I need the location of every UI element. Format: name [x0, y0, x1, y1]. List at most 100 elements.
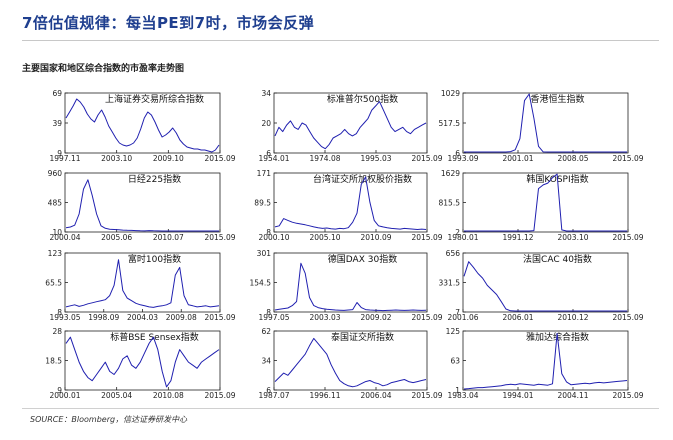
series-line [65, 98, 220, 153]
y-tick-label: 34 [261, 89, 271, 98]
chart-panel-9: 法国CAC 40指数 7 331.5 656 2001.06 2006.01 2010.12… [439, 249, 644, 322]
chart-title: 台湾证交所加权股价指数 [313, 173, 412, 185]
series-line [274, 262, 427, 312]
source-note: SOURCE：Bloomberg，信达证券研发中心 [30, 415, 188, 424]
x-tick-label: 1994.01 [502, 391, 533, 400]
y-tick-label: 9 [57, 149, 62, 158]
x-tick-label: 2001.06 [447, 313, 478, 322]
x-tick-label: 1991.12 [502, 233, 533, 242]
y-tick-label: 6 [266, 149, 271, 158]
x-tick-label: 1980.01 [447, 233, 478, 242]
series-line [274, 337, 427, 388]
y-tick-label: 18.5 [45, 357, 62, 366]
y-tick-label: 20 [261, 119, 271, 128]
x-tick-label: 2000.04 [49, 233, 80, 242]
x-tick-label: 2015.09 [204, 233, 235, 242]
chart-title: 日经225指数 [128, 173, 181, 185]
x-tick-label: 2000.01 [49, 391, 80, 400]
x-tick-label: 2009.02 [360, 313, 391, 322]
page-title: 7倍估值规律：每当PE到7时，市场会反弹 [22, 14, 315, 32]
y-tick-label: 69 [52, 89, 62, 98]
y-tick-label: 960 [48, 169, 63, 178]
x-tick-label: 2015.09 [612, 233, 643, 242]
x-tick-label: 1983.04 [447, 391, 478, 400]
chart-panel-3: 香港恒生指数 6 517.5 1029 1993.09 2001.01 2008.05 201… [439, 89, 644, 163]
y-tick-label: 171 [257, 169, 272, 178]
x-tick-label: 2015.09 [612, 313, 643, 322]
chart-title: 法国CAC 40指数 [523, 253, 592, 265]
x-tick-label: 2005.04 [101, 391, 132, 400]
series-line [274, 101, 427, 150]
x-tick-label: 1995.03 [360, 154, 391, 163]
y-tick-label: 39 [52, 119, 62, 128]
y-tick-label: 10 [52, 228, 62, 237]
y-tick-label: 8 [266, 228, 271, 237]
chart-title: 德国DAX 30指数 [328, 253, 397, 265]
series-line [65, 259, 220, 308]
y-tick-label: 89.5 [254, 199, 271, 208]
x-tick-label: 2010.09 [360, 233, 391, 242]
x-tick-label: 2015.09 [411, 233, 442, 242]
x-tick-label: 1974.08 [309, 154, 340, 163]
series-line [65, 179, 219, 232]
chart-panel-10: 标普BSE Sensex指数 9 18.5 28 2000.01 2005.04 2010.… [45, 327, 235, 400]
x-tick-label: 2015.09 [204, 154, 235, 163]
x-tick-label: 1998.09 [88, 313, 119, 322]
chart-title: 标普BSE Sensex指数 [110, 331, 199, 343]
y-tick-label: 123 [48, 249, 63, 258]
y-tick-label: 6 [266, 386, 271, 395]
bottom-divider [22, 408, 659, 409]
x-tick-label: 2008.05 [557, 154, 588, 163]
y-tick-label: 9 [57, 386, 62, 395]
x-tick-label: 1996.11 [309, 391, 340, 400]
y-tick-label: 65.5 [45, 279, 62, 288]
chart-title: 标准普尔500指数 [327, 93, 398, 105]
y-tick-label: 2 [455, 228, 460, 237]
x-tick-label: 2015.09 [411, 154, 442, 163]
x-tick-label: 2015.09 [204, 391, 235, 400]
x-tick-label: 1997.05 [258, 313, 289, 322]
x-tick-label: 2009.08 [166, 313, 197, 322]
x-tick-label: 1997.11 [49, 154, 80, 163]
series-line [274, 176, 427, 230]
series-line [464, 173, 627, 232]
x-tick-label: 2005.10 [309, 233, 340, 242]
x-tick-label: 2003.03 [309, 313, 340, 322]
x-tick-label: 2015.09 [411, 313, 442, 322]
x-tick-label: 2010.07 [153, 233, 184, 242]
y-tick-label: 63 [450, 357, 460, 366]
x-tick-label: 1993.05 [49, 313, 80, 322]
chart-panel-1: 上海证券交易所综合指数 9 39 69 1997.11 2003.10 2009.10 201… [49, 89, 235, 163]
y-tick-label: 28 [52, 327, 62, 336]
chart-panel-5: 台湾证交所加权股价指数 8 89.5 171 2000.10 2005.10 2010.09… [254, 169, 442, 242]
x-tick-label: 2009.10 [153, 154, 184, 163]
y-tick-label: 1029 [441, 89, 460, 98]
series-line [464, 93, 627, 153]
x-tick-label: 2005.06 [101, 233, 132, 242]
x-tick-label: 2003.10 [557, 233, 588, 242]
x-tick-label: 2015.09 [204, 313, 235, 322]
chart-title: 香港恒生指数 [530, 93, 584, 105]
x-tick-label: 1993.09 [447, 154, 478, 163]
x-tick-label: 2015.09 [411, 391, 442, 400]
series-line [463, 332, 628, 390]
x-tick-label: 2010.08 [153, 391, 184, 400]
y-tick-label: 125 [446, 327, 461, 336]
y-tick-label: 301 [257, 249, 272, 258]
y-tick-label: 656 [446, 249, 461, 258]
y-tick-label: 62 [261, 327, 271, 336]
x-tick-label: 2003.10 [101, 154, 132, 163]
y-tick-label: 154.5 [250, 279, 272, 288]
y-tick-label: 517.5 [439, 119, 461, 128]
chart-panel-7: 富时100指数 8 65.5 123 1993.05 1998.09 2004.03 2009… [45, 249, 235, 322]
chart-panel-8: 德国DAX 30指数 8 154.5 301 1997.05 2003.03 2009.02… [250, 249, 443, 322]
title-divider [22, 40, 659, 41]
x-tick-label: 2004.03 [127, 313, 158, 322]
y-tick-label: 34 [261, 357, 271, 366]
chart-panel-11: 泰国证交所指数 6 34 62 1987.07 1996.11 2006.04 2015.09 [258, 327, 442, 400]
series-line [463, 261, 627, 312]
y-tick-label: 485 [48, 199, 63, 208]
x-tick-label: 2000.10 [258, 233, 289, 242]
